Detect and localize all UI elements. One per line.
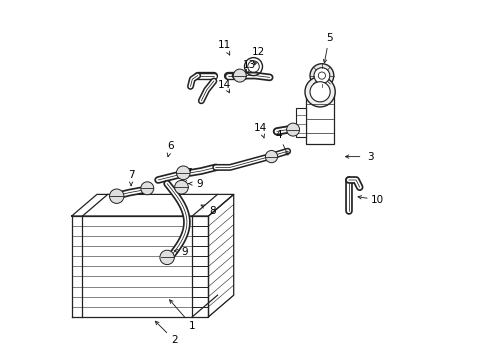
- Text: 4: 4: [275, 130, 282, 140]
- Text: 2: 2: [171, 335, 177, 345]
- Circle shape: [313, 68, 329, 84]
- Text: 7: 7: [127, 170, 134, 180]
- Bar: [306, 92, 333, 144]
- Text: 14: 14: [254, 123, 267, 133]
- Text: 13: 13: [243, 60, 256, 70]
- Circle shape: [305, 77, 335, 107]
- Text: 14: 14: [218, 80, 231, 90]
- Circle shape: [109, 189, 123, 203]
- Circle shape: [309, 64, 333, 87]
- Text: 6: 6: [167, 141, 174, 151]
- Text: 9: 9: [196, 179, 203, 189]
- Circle shape: [265, 150, 277, 163]
- Text: 12: 12: [252, 47, 265, 57]
- Circle shape: [233, 69, 246, 82]
- Circle shape: [176, 166, 190, 180]
- Circle shape: [286, 123, 299, 136]
- Circle shape: [174, 180, 188, 194]
- Circle shape: [141, 182, 153, 195]
- Circle shape: [309, 82, 329, 102]
- Text: 10: 10: [370, 195, 384, 205]
- Bar: [296, 108, 306, 137]
- Text: 9: 9: [182, 247, 188, 257]
- Text: 8: 8: [208, 206, 215, 216]
- Circle shape: [160, 250, 174, 265]
- Text: 5: 5: [325, 33, 332, 43]
- Text: 3: 3: [366, 152, 373, 162]
- Text: 1: 1: [188, 321, 195, 331]
- Text: 7: 7: [185, 168, 192, 178]
- Text: 11: 11: [218, 40, 231, 50]
